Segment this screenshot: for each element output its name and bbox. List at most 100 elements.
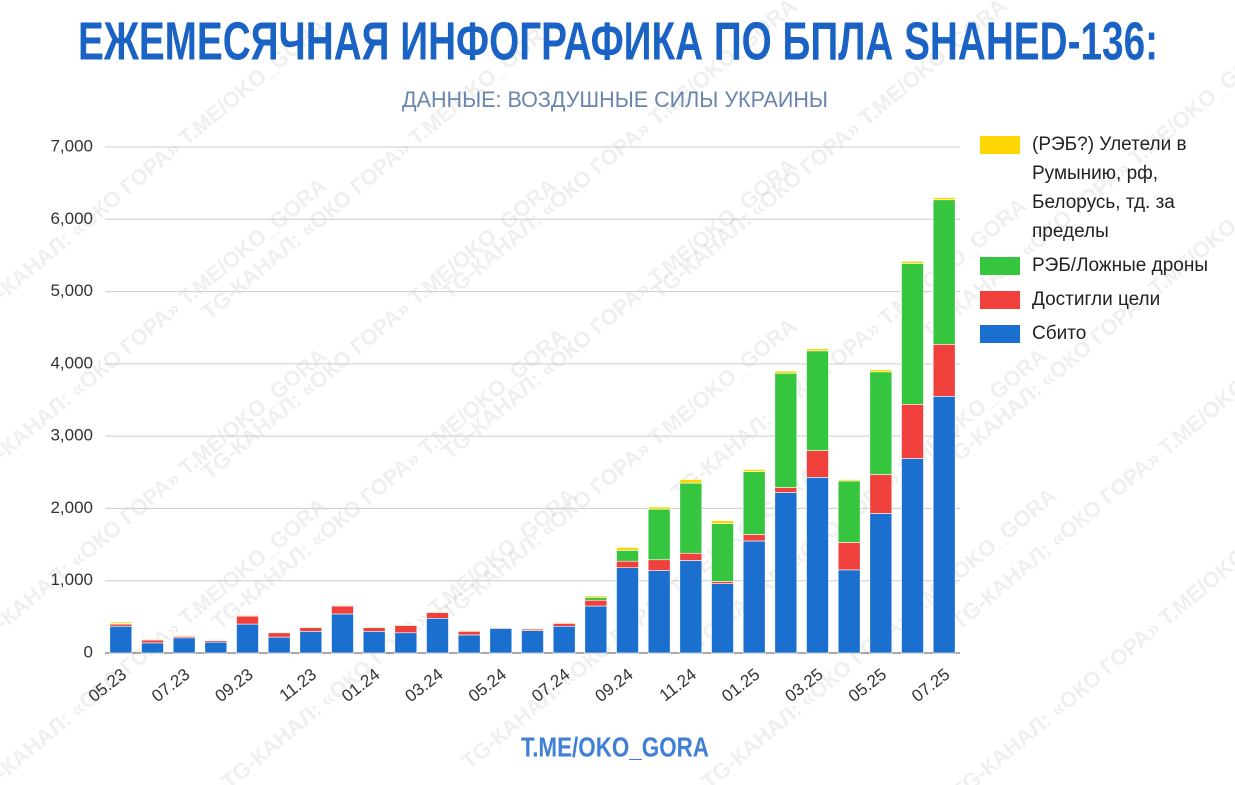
bar-segment [141,638,164,640]
bar-segment [932,199,956,345]
bar-segment [869,371,893,475]
bar-segment [584,597,608,601]
bar-segment [679,560,703,654]
bar-segment [711,583,734,654]
y-tick-label: 3,000 [50,426,93,445]
bar-segment [742,540,766,654]
bar-segment [426,612,449,619]
bar-segment [331,613,354,654]
x-tick-label: 07.25 [908,665,953,706]
bar-segment [584,599,608,607]
bar-segment [806,450,829,478]
y-tick-label: 0 [84,642,93,661]
bar-segment [679,479,703,484]
legend-item: РЭБ/Ложные дроны [980,251,1212,280]
legend-item: Достигли цели [980,285,1212,314]
bar-segment [837,542,861,571]
bar-segment [267,631,291,633]
bar-segment [837,569,861,654]
bar-segment [932,396,956,654]
bar-segment [869,369,893,373]
legend-swatch [980,257,1020,275]
bar-segment [806,348,829,352]
bar-segment [932,197,956,201]
bar-segment [584,605,608,654]
bar-segment [616,560,639,569]
legend-swatch [980,325,1020,343]
legend-swatch [980,291,1020,309]
x-tick-label: 07.23 [148,665,193,706]
bar-segment [109,625,133,654]
bar-segment [521,627,544,629]
legend-label: (РЭБ?) Улетели в Румынию, рф, Белорусь, … [1032,134,1187,242]
bar-segment [869,474,893,514]
bar-segment [647,559,671,571]
bar-segment [806,350,829,451]
bar-segment [204,639,228,641]
bar-segment [362,627,386,632]
y-tick-label: 7,000 [50,136,93,155]
bar-segment [236,623,259,654]
bar-segment [901,404,924,459]
bar-segment [521,630,544,654]
legend-label: Достигли цели [1032,289,1161,310]
bar-segment [172,634,196,636]
y-tick-label: 6,000 [50,209,93,228]
bar-segment [869,513,893,654]
bar-segment [901,263,924,405]
bar-segment [426,618,449,654]
bar-segment [679,482,703,554]
bar-segment [267,636,291,654]
bar-segment [552,623,576,627]
bar-segment [141,639,164,644]
y-tick-label: 5,000 [50,281,93,300]
bar-segment [331,605,354,615]
bar-segment [901,458,924,654]
legend-item: (РЭБ?) Улетели в Румынию, рф, Белорусь, … [980,130,1212,246]
y-tick-label: 4,000 [50,353,93,372]
bar-segment [489,625,513,628]
bar-segment [172,637,196,654]
bar-segment [394,623,418,626]
bar-segment [647,508,671,561]
bar-segment [679,552,703,561]
watermark: TG-КАНАЛ: «ОКО ГОРА» T.ME/OKO_GORA [687,343,1052,655]
bar-segment [141,642,164,654]
bar-segment [489,628,513,654]
x-tick-label: 03.24 [401,665,446,706]
bar-segment [837,480,861,543]
x-tick-label: 01.25 [718,665,763,706]
bar-segment [267,632,291,638]
chart-title: ЕЖЕМЕСЯЧНАЯ ИНФОГРАФИКА ПО БПЛА SHAHED-1… [78,11,1158,71]
bar-segment [616,550,639,562]
bar-segment [742,534,766,542]
bar-segment [774,370,798,374]
bar-segment [394,625,418,634]
watermark: TG-КАНАЛ: «ОКО ГОРА» T.ME/OKO_GORA [207,323,572,635]
bar-segment [711,520,734,524]
bar-segment [331,604,354,606]
bar-segment [742,471,766,535]
bar-segment [109,621,133,624]
bar-segment [236,614,259,616]
bar-segment [457,629,481,631]
y-tick-label: 2,000 [50,498,93,517]
bar-segment [552,625,576,654]
bar-segment [742,469,766,472]
legend-swatch [980,136,1020,154]
bar-segment [394,632,418,654]
bar-segment [774,487,798,493]
bar-segment [362,625,386,628]
footer: T.ME/OKO_GORA [521,731,709,762]
bar-segment [204,641,228,654]
bar-segment [552,621,576,623]
x-tick-label: 05.24 [465,665,510,706]
bar-segment [711,523,734,582]
legend-item: Сбито [980,319,1212,348]
bar-segment [584,595,608,598]
bar-segment [647,570,671,654]
bar-segment [616,547,639,551]
